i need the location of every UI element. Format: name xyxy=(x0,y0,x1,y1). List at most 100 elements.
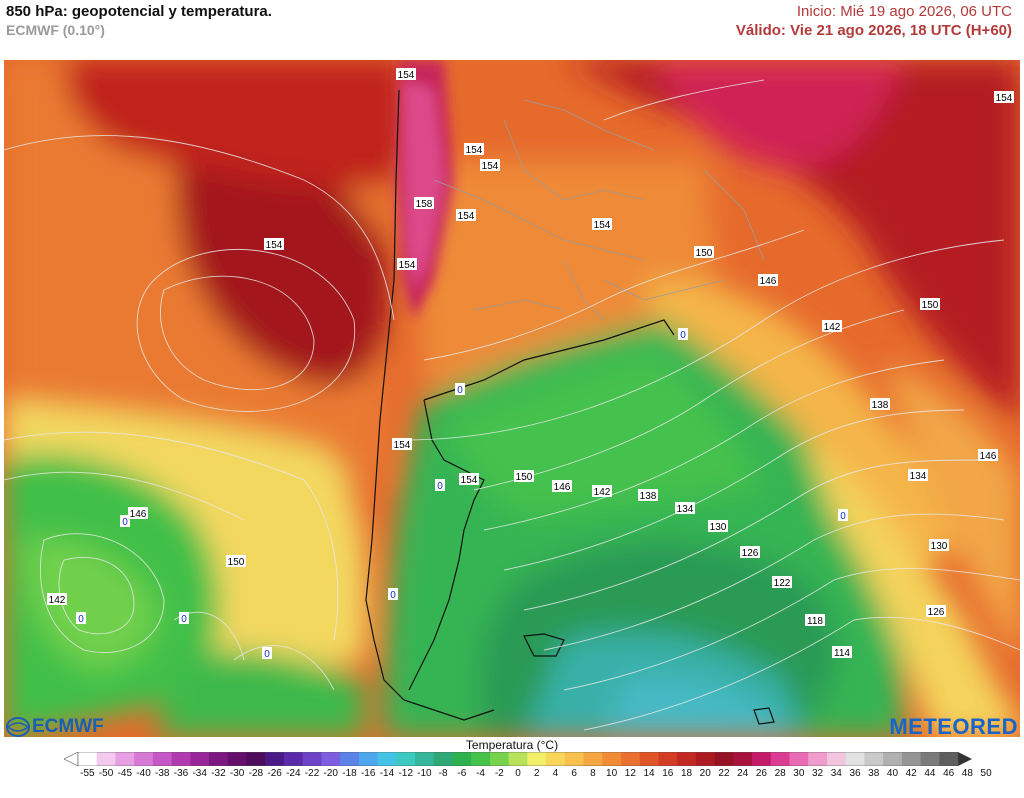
contour-label: 150 xyxy=(226,555,246,568)
colorbar-tick-label: -36 xyxy=(173,768,189,779)
svg-text:146: 146 xyxy=(554,482,571,493)
svg-text:138: 138 xyxy=(640,491,657,502)
colorbar-tick-label: 42 xyxy=(905,768,917,779)
colorbar-swatch xyxy=(939,752,959,766)
colorbar-tick-label: -32 xyxy=(211,768,226,779)
colorbar-tick-label: -2 xyxy=(494,768,504,779)
colorbar-swatch xyxy=(695,752,716,766)
colorbar-swatch xyxy=(78,752,98,766)
svg-text:114: 114 xyxy=(834,648,850,659)
colorbar-swatch xyxy=(733,752,753,766)
colorbar-swatch xyxy=(433,752,453,766)
colorbar-swatch xyxy=(677,752,697,766)
colorbar-tick-label: -26 xyxy=(267,768,282,779)
ecmwf-logo: ECMWF xyxy=(6,716,104,738)
map-title: 850 hPa: geopotencial y temperatura. xyxy=(6,3,272,20)
svg-text:154: 154 xyxy=(398,70,415,81)
colorbar-swatch xyxy=(770,752,790,766)
model-label: ECMWF (0.10°) xyxy=(6,22,105,38)
colorbar-swatch xyxy=(321,752,341,766)
colorbar-tick-label: 6 xyxy=(571,768,577,779)
contour-label: 154 xyxy=(456,209,476,222)
zero-label: 0 xyxy=(120,515,130,528)
svg-text:154: 154 xyxy=(461,475,478,486)
svg-text:130: 130 xyxy=(710,522,727,533)
svg-text:154: 154 xyxy=(594,220,611,231)
meteored-logo: METEORED xyxy=(889,714,1018,739)
svg-text:150: 150 xyxy=(922,300,939,311)
colorbar-tick-labels: -55 -50 -45 -40 -38 -36 -34 -32 -30 -28 -26 -24 -22-… xyxy=(0,768,1024,782)
svg-text:154: 154 xyxy=(458,211,475,222)
colorbar-tick-label: -24 xyxy=(286,768,301,779)
svg-text:0: 0 xyxy=(78,614,84,625)
svg-text:150: 150 xyxy=(516,472,533,483)
contour-label: 114 xyxy=(832,646,852,659)
colorbar-tick-label: 50 xyxy=(980,768,992,779)
contour-label: 134 xyxy=(908,469,928,482)
zero-label: 0 xyxy=(678,328,688,341)
colorbar-tick-label: 2 xyxy=(533,768,540,779)
colorbar-swatch xyxy=(714,752,734,766)
svg-text:0: 0 xyxy=(390,590,396,601)
colorbar-tick-label: -55 xyxy=(80,768,95,779)
weather-map[interactable]: 154 154 154 154 154 158 154 154 154 150 … xyxy=(4,60,1020,737)
colorbar-tick-label: 10 xyxy=(606,768,618,779)
colorbar-swatch xyxy=(639,752,659,766)
colorbar-tick-label: -20 xyxy=(323,768,338,779)
zero-isotherm-labels: 0 0 0 0 0 0 0 0 0 xyxy=(76,328,848,660)
colorbar-swatch xyxy=(171,752,191,766)
colorbar-swatch xyxy=(115,752,135,766)
zero-label: 0 xyxy=(388,588,398,601)
contour-label: 154 xyxy=(397,258,417,271)
svg-text:158: 158 xyxy=(416,199,433,210)
svg-text:154: 154 xyxy=(482,161,499,172)
colorbar-tick-label: 40 xyxy=(886,768,899,779)
colorbar-swatch xyxy=(471,752,491,766)
colorbar-swatch xyxy=(283,752,304,766)
svg-text:154: 154 xyxy=(266,240,283,251)
colorbar-swatch xyxy=(302,752,322,766)
contour-label: 122 xyxy=(772,576,792,589)
colorbar-swatch xyxy=(190,752,210,766)
colorbar-tick-label: 16 xyxy=(662,768,674,779)
svg-text:0: 0 xyxy=(181,614,187,625)
contour-label: 154 xyxy=(264,238,284,251)
contour-label: 126 xyxy=(740,546,760,559)
colorbar-swatch xyxy=(96,752,116,766)
colorbar-tick-label: -12 xyxy=(398,768,413,779)
colorbar-swatch xyxy=(508,752,528,766)
colorbar-tick-label: -30 xyxy=(229,768,245,779)
colorbar-swatch xyxy=(583,752,603,766)
colorbar-swatch xyxy=(377,752,397,766)
svg-text:0: 0 xyxy=(840,511,846,522)
colorbar-tick-label: -10 xyxy=(417,768,432,779)
svg-text:150: 150 xyxy=(228,557,245,568)
svg-text:126: 126 xyxy=(742,548,759,559)
colorbar-swatch xyxy=(265,752,285,766)
colorbar-tick-label: -18 xyxy=(342,768,357,779)
colorbar-tick-label: -34 xyxy=(192,768,207,779)
colorbar-swatch xyxy=(883,752,903,766)
colorbar-swatch xyxy=(134,752,154,766)
colorbar-tick-label: -40 xyxy=(136,768,151,779)
contour-label: 154 xyxy=(480,159,500,172)
svg-text:150: 150 xyxy=(696,248,713,259)
zero-label: 0 xyxy=(455,383,465,396)
colorbar-swatch xyxy=(452,752,472,766)
zero-label: 0 xyxy=(262,647,272,660)
colorbar-tick-label: 38 xyxy=(868,768,880,779)
colorbar-tick-label: 32 xyxy=(812,768,824,779)
temperature-field xyxy=(4,60,1020,737)
colorbar-tick-label: 20 xyxy=(699,768,711,779)
colorbar-swatch xyxy=(864,752,884,766)
colorbar-swatch xyxy=(546,752,566,766)
colorbar-swatch xyxy=(152,752,173,766)
colorbar-tick-label: 28 xyxy=(774,768,786,779)
contour-label: 130 xyxy=(929,539,949,552)
contour-label: 126 xyxy=(926,605,946,618)
colorbar-tick-label: 30 xyxy=(793,768,805,779)
svg-text:142: 142 xyxy=(49,595,66,606)
colorbar-tick-label: 12 xyxy=(624,768,636,779)
colorbar-tick-label: -28 xyxy=(248,768,264,779)
contour-label: 138 xyxy=(638,489,658,502)
